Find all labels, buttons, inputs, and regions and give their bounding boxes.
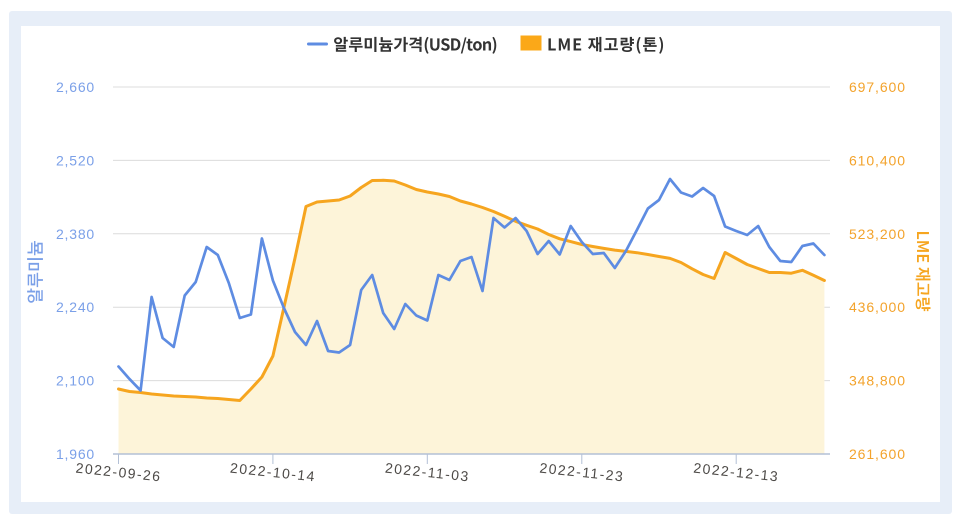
svg-text:2,660: 2,660 xyxy=(56,79,95,95)
svg-text:348,800: 348,800 xyxy=(849,373,906,389)
svg-text:2,240: 2,240 xyxy=(56,299,95,315)
svg-text:523,200: 523,200 xyxy=(849,226,906,242)
svg-text:261,600: 261,600 xyxy=(849,446,906,462)
svg-text:2,100: 2,100 xyxy=(56,373,95,389)
svg-text:2,380: 2,380 xyxy=(56,226,95,242)
svg-text:610,400: 610,400 xyxy=(849,152,906,168)
svg-text:697,600: 697,600 xyxy=(849,79,906,95)
svg-text:1,960: 1,960 xyxy=(56,446,95,462)
svg-text:436,000: 436,000 xyxy=(849,299,906,315)
svg-text:2,520: 2,520 xyxy=(56,152,95,168)
